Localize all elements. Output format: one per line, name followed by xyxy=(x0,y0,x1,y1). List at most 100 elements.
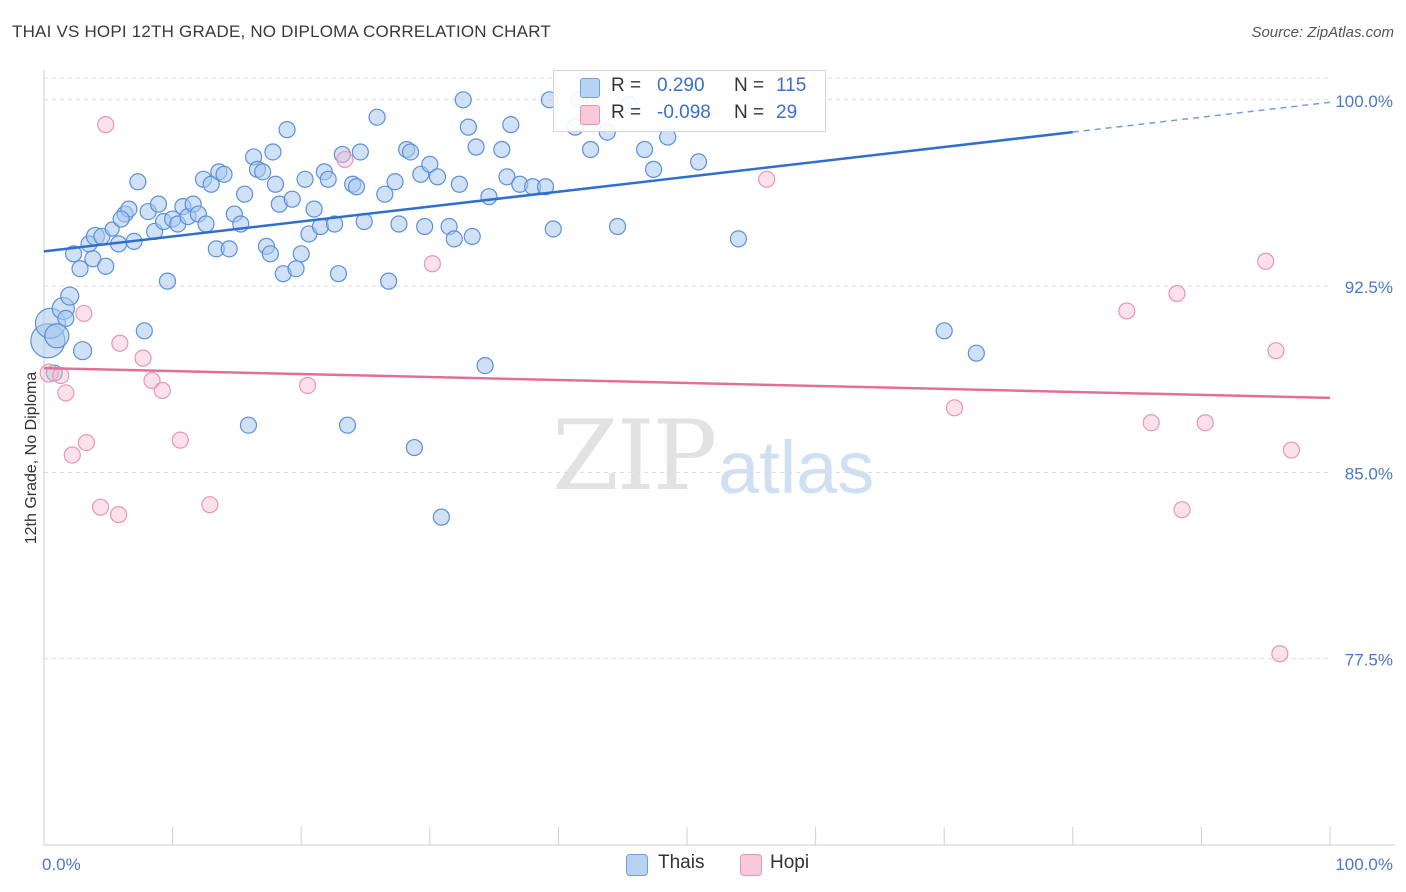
thais-point xyxy=(463,227,481,246)
y-axis-label: 12th Grade, No Diploma xyxy=(23,372,40,545)
thais-point xyxy=(467,138,485,156)
hopi-point xyxy=(758,170,776,188)
hopi-point xyxy=(299,376,317,395)
thais-point xyxy=(135,322,153,340)
thais-point xyxy=(239,416,258,434)
axis-labels: 100.0% 92.5% 85.0% 77.5% 0.0% 100.0% 12th Grad… xyxy=(23,92,1393,874)
thais-point xyxy=(333,145,351,164)
thais-point xyxy=(581,140,600,159)
thais-point xyxy=(57,309,75,327)
hopi-point xyxy=(153,381,171,400)
legend-row-hopi: R = -0.098 N = 29 xyxy=(554,101,825,127)
data-points xyxy=(30,91,1301,663)
thais-point xyxy=(502,116,520,134)
thais-point xyxy=(416,217,434,236)
hopi-point xyxy=(423,255,441,273)
thais-point xyxy=(278,121,296,139)
grid-lines xyxy=(44,77,1330,660)
legend-swatch-thais xyxy=(580,78,600,98)
legend-row-thais: R = 0.290 N = 115 xyxy=(554,74,825,100)
hopi-point xyxy=(1142,414,1160,432)
hopi-point xyxy=(111,334,129,352)
hopi-point xyxy=(1271,645,1289,663)
thais-point xyxy=(319,170,337,188)
thais-point xyxy=(64,245,83,263)
x-tick-label: 0.0% xyxy=(42,855,81,874)
thais-point xyxy=(450,175,468,193)
hopi-point xyxy=(143,371,161,390)
thais-point xyxy=(401,143,420,161)
stats-legend: R = 0.290 N = 115 R = -0.098 N = 29 xyxy=(553,70,826,132)
thais-point xyxy=(261,245,279,263)
thais-point xyxy=(386,173,404,191)
thais-point xyxy=(296,170,314,188)
legend-n-value: 29 xyxy=(776,102,798,123)
watermark-atlas: atlas xyxy=(718,426,875,509)
thais-point xyxy=(292,245,310,263)
hopi-point xyxy=(1173,501,1191,519)
thais-point xyxy=(112,210,130,228)
thais-point xyxy=(236,185,254,203)
thais-point xyxy=(689,153,708,171)
hopi-point xyxy=(1196,414,1214,432)
thais-point xyxy=(368,108,386,126)
thais-point xyxy=(44,323,70,349)
hopi-trend-line xyxy=(43,366,1331,400)
y-tick-label: 77.5% xyxy=(1345,651,1393,670)
legend-n-label: N = xyxy=(734,75,765,96)
thais-point xyxy=(459,118,477,136)
source-label: Source: ZipAtlas.com xyxy=(1251,24,1394,41)
axes xyxy=(43,70,1395,846)
thais-point xyxy=(329,265,348,283)
thais-point xyxy=(347,178,366,196)
thais-point xyxy=(390,215,408,233)
thais-point xyxy=(476,356,494,375)
y-tick-label: 92.5% xyxy=(1345,278,1393,297)
thais-point xyxy=(305,200,323,218)
thais-point xyxy=(454,91,472,109)
watermark-zip: ZIP xyxy=(552,400,717,512)
trend-lines xyxy=(43,101,1331,400)
hopi-point xyxy=(91,498,110,516)
thais-point xyxy=(84,250,102,268)
bottom-legend-swatch-thais xyxy=(626,854,648,876)
hopi-point xyxy=(77,433,96,452)
hopi-point xyxy=(1257,252,1275,270)
thais-point xyxy=(338,416,357,434)
hopi-point xyxy=(1118,302,1136,320)
thais-point xyxy=(149,195,168,213)
hopi-point xyxy=(134,349,152,367)
x-tick-label: 100.0% xyxy=(1335,855,1393,874)
hopi-point xyxy=(945,399,964,417)
thais-point xyxy=(202,175,220,193)
legend-n-label: N = xyxy=(734,102,765,123)
thais-point xyxy=(729,230,748,248)
thais-point xyxy=(421,155,439,173)
hopi-point xyxy=(1267,342,1285,360)
thais-point xyxy=(326,215,344,233)
thais-point xyxy=(264,143,282,161)
thais-point xyxy=(967,344,985,362)
bottom-legend-label-hopi: Hopi xyxy=(770,852,810,873)
thais-point xyxy=(428,168,447,186)
thais-point xyxy=(60,286,80,306)
legend-r-label: R = xyxy=(611,102,642,123)
thais-point xyxy=(158,272,177,290)
thais-point xyxy=(97,257,115,275)
thais-point xyxy=(644,160,663,178)
hopi-point xyxy=(57,384,75,402)
thais-point xyxy=(445,230,463,248)
y-tick-label: 85.0% xyxy=(1345,464,1393,483)
legend-swatch-hopi xyxy=(580,105,600,125)
legend-n-value: 115 xyxy=(776,75,807,96)
thais-point xyxy=(608,217,627,236)
hopi-point xyxy=(52,366,70,385)
thais-point xyxy=(351,143,369,161)
thais-point xyxy=(498,168,516,186)
thais-point xyxy=(935,322,953,340)
hopi-point xyxy=(201,496,219,514)
bottom-legend-swatch-hopi xyxy=(740,854,762,876)
thais-point xyxy=(254,163,272,181)
thais-point xyxy=(220,240,238,258)
